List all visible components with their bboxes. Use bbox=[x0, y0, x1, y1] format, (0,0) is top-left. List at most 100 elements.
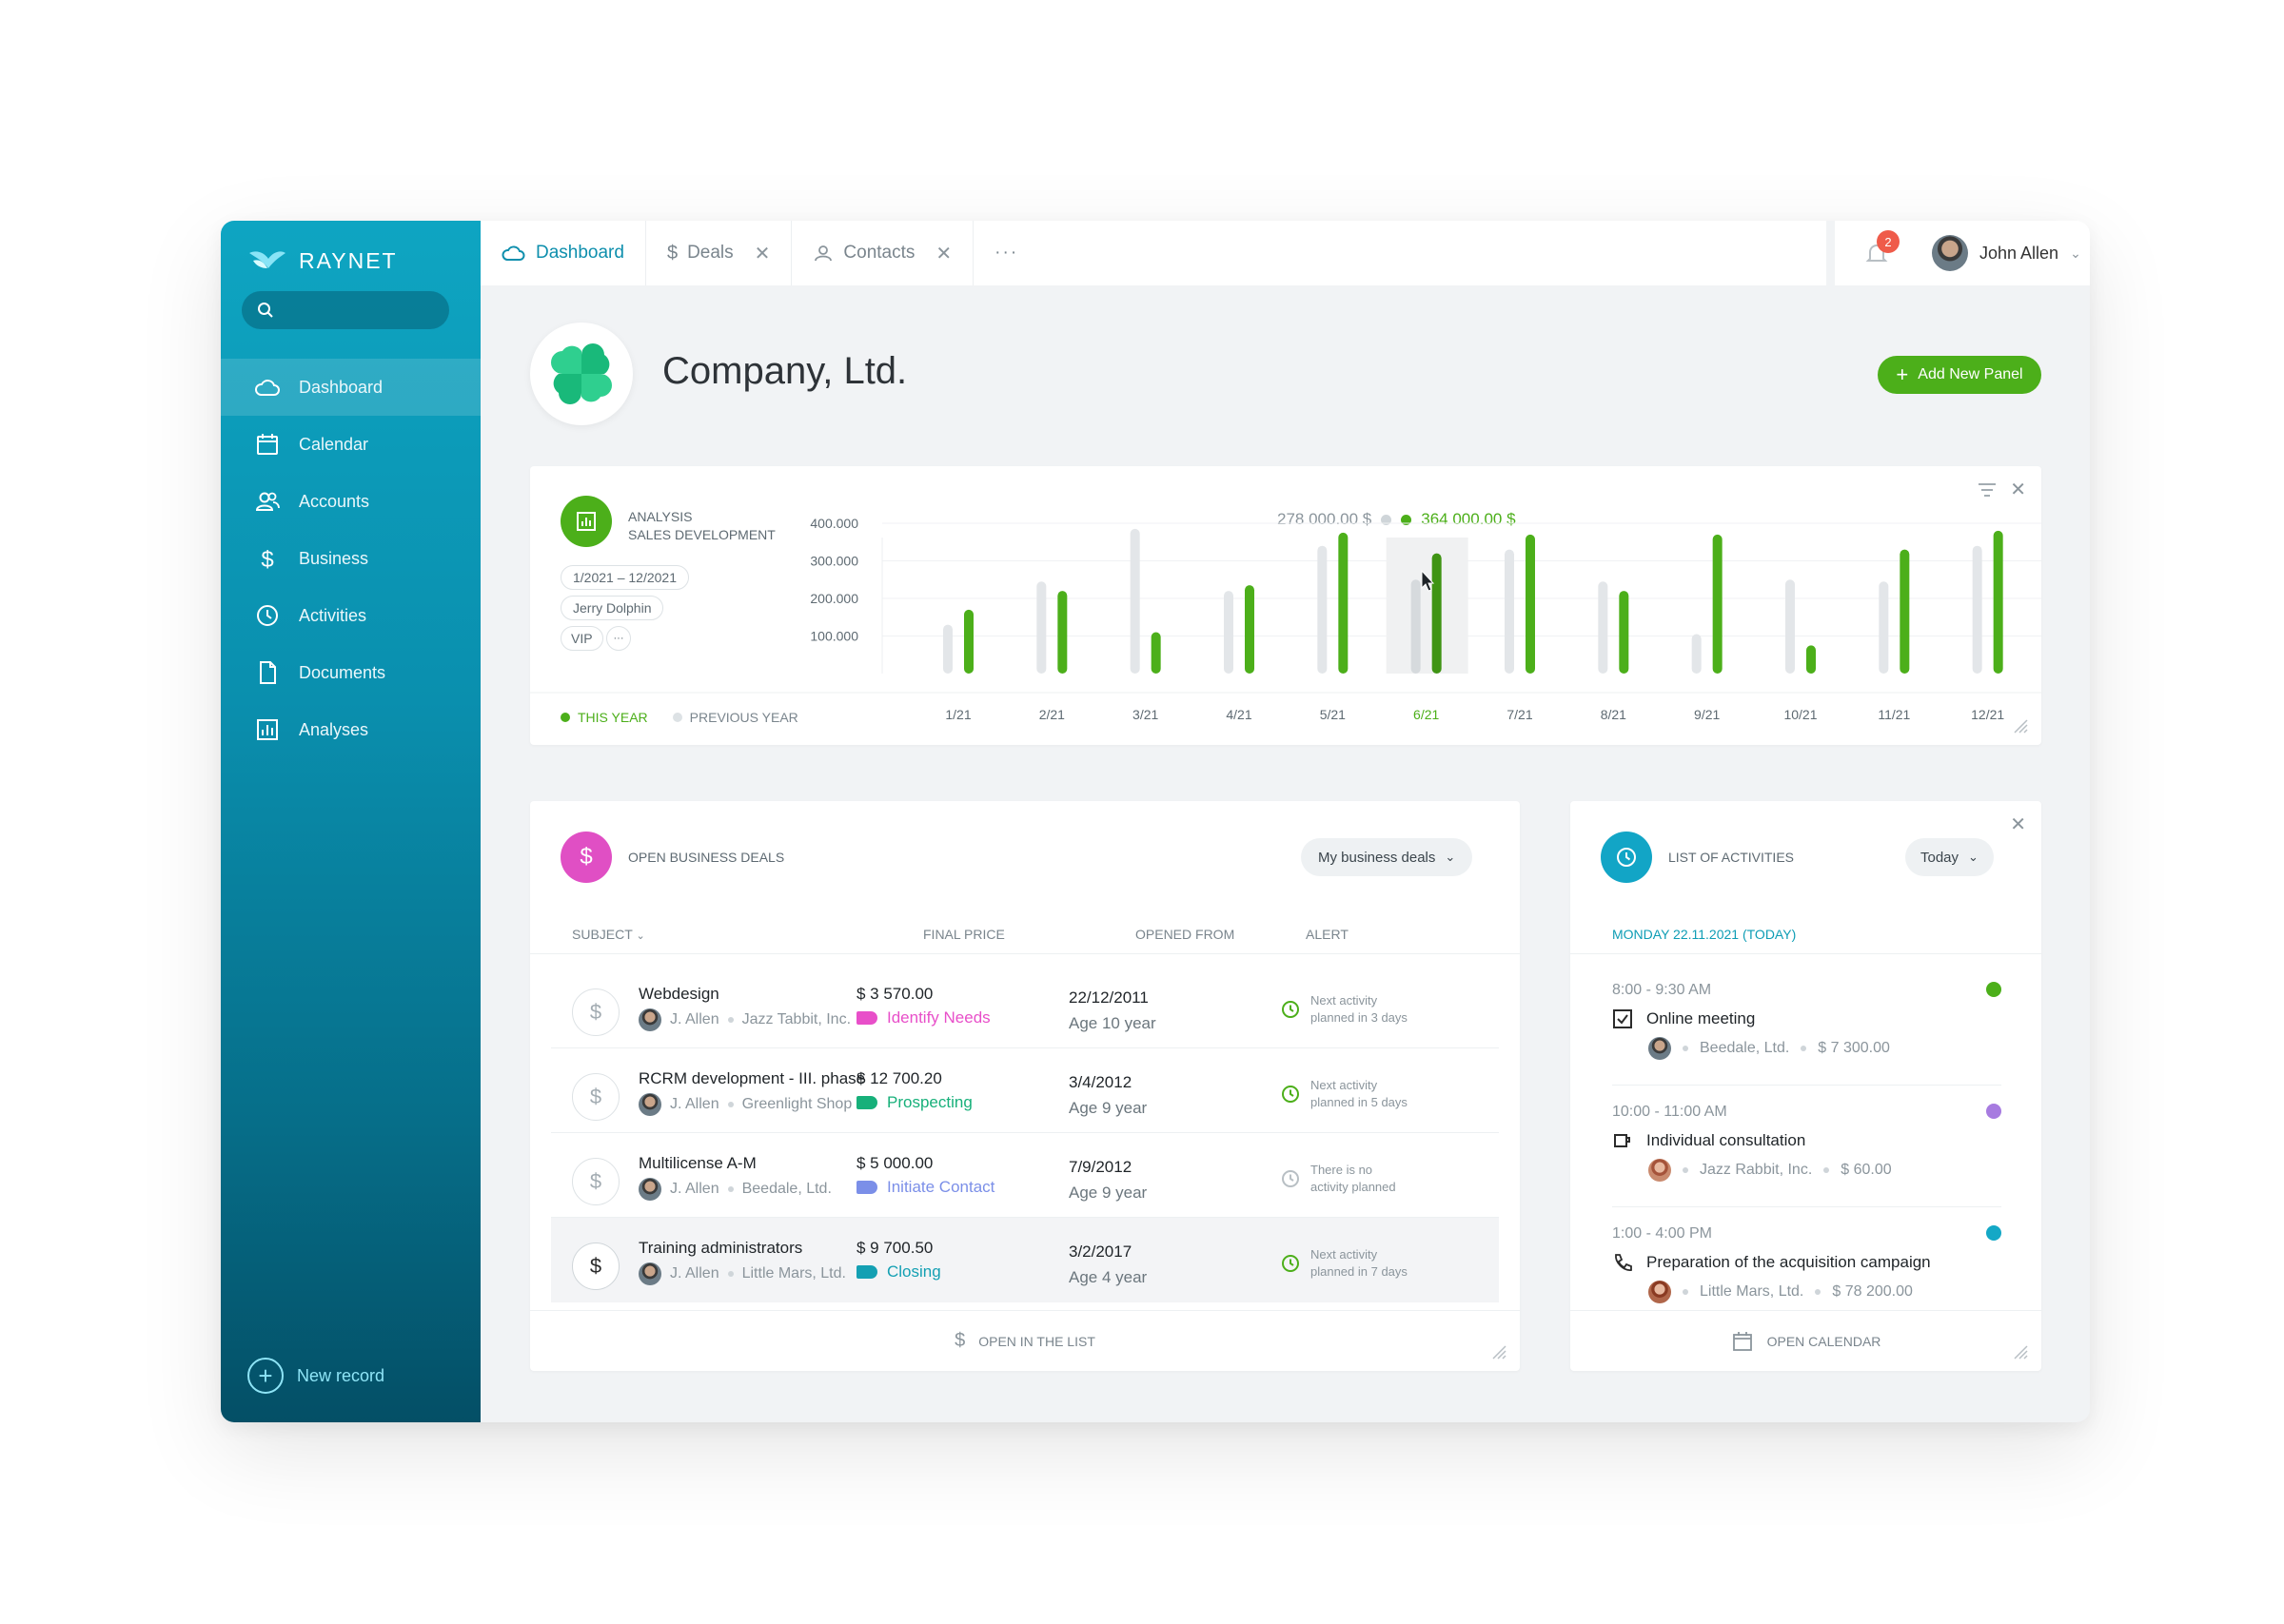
filter-icon[interactable] bbox=[1977, 481, 1998, 499]
bar-this-year[interactable] bbox=[1245, 585, 1254, 674]
bar-this-year[interactable] bbox=[1900, 549, 1910, 674]
bar-previous-year[interactable] bbox=[1691, 634, 1702, 674]
legend-this-year[interactable]: THIS YEAR bbox=[561, 710, 648, 725]
deal-stage: Initiate Contact bbox=[856, 1178, 994, 1197]
header-divider bbox=[1570, 953, 2041, 954]
activity-item[interactable]: 1:00 - 4:00 PM Preparation of the acquis… bbox=[1612, 1225, 2001, 1303]
add-new-panel-button[interactable]: + Add New Panel bbox=[1878, 356, 2041, 394]
sidebar-item-accounts[interactable]: Accounts bbox=[221, 473, 481, 530]
deal-subject[interactable]: Training administrators bbox=[639, 1239, 803, 1257]
deal-company[interactable]: Jazz Tabbit, Inc. bbox=[741, 1011, 852, 1027]
close-icon[interactable]: ✕ bbox=[754, 243, 771, 264]
user-name[interactable]: John Allen bbox=[1979, 243, 2059, 263]
hover-column-highlight bbox=[1386, 538, 1468, 674]
bar-this-year[interactable] bbox=[964, 609, 974, 674]
resize-handle-icon[interactable] bbox=[1489, 1342, 1506, 1360]
activity-item[interactable]: 8:00 - 9:30 AM Online meeting Beedale, L… bbox=[1612, 982, 2001, 1060]
legend-previous-year[interactable]: PREVIOUS YEAR bbox=[672, 710, 798, 725]
deal-alert[interactable]: There is no activity planned bbox=[1280, 1162, 1396, 1196]
column-header-opened[interactable]: OPENED FROM bbox=[1135, 927, 1235, 942]
tab-contacts[interactable]: Contacts ✕ bbox=[792, 221, 975, 285]
bar-previous-year[interactable] bbox=[1410, 579, 1421, 674]
bar-previous-year[interactable] bbox=[943, 624, 953, 674]
deal-company[interactable]: Greenlight Shop bbox=[741, 1096, 853, 1112]
tab-dashboard[interactable]: Dashboard bbox=[481, 221, 646, 285]
activity-status-dot bbox=[1986, 1225, 2001, 1241]
open-calendar-button[interactable]: OPEN CALENDAR bbox=[1570, 1310, 2041, 1371]
bar-previous-year[interactable] bbox=[1130, 528, 1140, 674]
table-row[interactable]: $ Training administrators J. Allen Little M… bbox=[551, 1218, 1499, 1302]
bar-this-year[interactable] bbox=[1431, 553, 1442, 674]
open-in-list-button[interactable]: $ OPEN IN THE LIST bbox=[530, 1310, 1520, 1371]
bar-previous-year[interactable] bbox=[1785, 579, 1795, 674]
table-row[interactable]: $ Webdesign J. Allen Jazz Tabbit, Inc. $ 3 5… bbox=[551, 964, 1499, 1048]
sidebar-item-documents[interactable]: Documents bbox=[221, 644, 481, 701]
bar-previous-year[interactable] bbox=[1224, 591, 1233, 674]
bar-previous-year[interactable] bbox=[1598, 581, 1608, 674]
search-input[interactable] bbox=[282, 302, 443, 319]
activity-status-dot bbox=[1986, 982, 2001, 997]
sidebar-item-calendar[interactable]: Calendar bbox=[221, 416, 481, 473]
search-box[interactable] bbox=[242, 291, 449, 329]
chevron-down-icon[interactable]: ⌄ bbox=[2070, 245, 2081, 261]
table-row[interactable]: $ RCRM development - III. phase J. Allen Gr… bbox=[551, 1048, 1499, 1133]
new-record-button[interactable]: + New record bbox=[247, 1358, 384, 1394]
x-tick-label: 12/21 bbox=[1971, 707, 2004, 722]
activity-item[interactable]: 10:00 - 11:00 AM Individual consultation… bbox=[1612, 1104, 2001, 1182]
deal-alert[interactable]: Next activity planned in 5 days bbox=[1280, 1077, 1408, 1111]
bar-this-year[interactable] bbox=[1526, 534, 1535, 674]
new-record-label: New record bbox=[297, 1365, 385, 1385]
deal-opened: 22/12/2011 Age 10 year bbox=[1069, 985, 1156, 1036]
raynet-logo[interactable]: RAYNET bbox=[247, 242, 398, 280]
legend-this-year-label: THIS YEAR bbox=[578, 710, 648, 725]
deal-subject[interactable]: Webdesign bbox=[639, 985, 719, 1003]
tab-deals[interactable]: $ Deals ✕ bbox=[646, 221, 793, 285]
bar-this-year[interactable] bbox=[1057, 591, 1068, 674]
tabs-more-button[interactable]: ··· bbox=[994, 243, 1019, 263]
bar-this-year[interactable] bbox=[1151, 632, 1161, 674]
avatar[interactable] bbox=[1932, 235, 1968, 271]
sidebar-item-activities[interactable]: Activities bbox=[221, 587, 481, 644]
deal-company[interactable]: Beedale, Ltd. bbox=[741, 1181, 832, 1197]
notifications-button[interactable]: 2 bbox=[1863, 230, 1900, 266]
column-header-price[interactable]: FINAL PRICE bbox=[923, 927, 1005, 942]
deal-alert[interactable]: Next activity planned in 3 days bbox=[1280, 992, 1408, 1027]
sidebar-item-business[interactable]: $ Business bbox=[221, 530, 481, 587]
date-range-chip[interactable]: 1/2021 – 12/2021 bbox=[561, 565, 689, 590]
close-icon[interactable]: ✕ bbox=[2010, 814, 2026, 835]
alert-line1: Next activity bbox=[1310, 1078, 1378, 1092]
bar-previous-year[interactable] bbox=[1036, 581, 1047, 674]
column-header-alert[interactable]: ALERT bbox=[1306, 927, 1349, 942]
table-row[interactable]: $ Multilicense A-M J. Allen Beedale, Ltd. $ … bbox=[551, 1133, 1499, 1218]
column-header-subject[interactable]: SUBJECT ⌄ bbox=[572, 927, 645, 942]
deal-subject[interactable]: Multilicense A-M bbox=[639, 1154, 757, 1172]
bar-this-year[interactable] bbox=[1993, 530, 2003, 674]
deal-company[interactable]: Little Mars, Ltd. bbox=[741, 1265, 846, 1282]
close-icon[interactable]: ✕ bbox=[2010, 479, 2026, 500]
sidebar-item-analyses[interactable]: Analyses bbox=[221, 701, 481, 758]
deals-filter-dropdown[interactable]: My business deals ⌄ bbox=[1301, 838, 1473, 876]
deal-alert[interactable]: Next activity planned in 7 days bbox=[1280, 1246, 1408, 1281]
bar-this-year[interactable] bbox=[1712, 534, 1723, 674]
bar-previous-year[interactable] bbox=[1879, 581, 1889, 674]
deal-subject[interactable]: RCRM development - III. phase bbox=[639, 1069, 866, 1087]
more-filters-chip[interactable]: ··· bbox=[606, 626, 631, 651]
resize-handle-icon[interactable] bbox=[2011, 1342, 2028, 1360]
deal-dollar-icon: $ bbox=[572, 1158, 620, 1205]
sidebar-item-dashboard[interactable]: Dashboard bbox=[221, 359, 481, 416]
bar-previous-year[interactable] bbox=[1972, 545, 1982, 674]
resize-handle-icon[interactable] bbox=[2011, 716, 2028, 734]
user-bar: 2 John Allen ⌄ bbox=[1835, 221, 2090, 285]
chevron-down-icon: ⌄ bbox=[1445, 850, 1456, 864]
bar-this-year[interactable] bbox=[1806, 645, 1816, 674]
activity-time: 8:00 - 9:30 AM bbox=[1612, 982, 1712, 998]
bar-this-year[interactable] bbox=[1338, 532, 1349, 674]
close-icon[interactable]: ✕ bbox=[935, 243, 953, 264]
vip-chip[interactable]: VIP bbox=[561, 626, 603, 651]
bar-previous-year[interactable] bbox=[1505, 549, 1514, 674]
bar-previous-year[interactable] bbox=[1317, 545, 1328, 674]
activities-filter-dropdown[interactable]: Today ⌄ bbox=[1905, 838, 1994, 876]
coffee-icon bbox=[1614, 1134, 1630, 1147]
owner-chip[interactable]: Jerry Dolphin bbox=[561, 596, 664, 620]
bar-this-year[interactable] bbox=[1619, 591, 1629, 674]
